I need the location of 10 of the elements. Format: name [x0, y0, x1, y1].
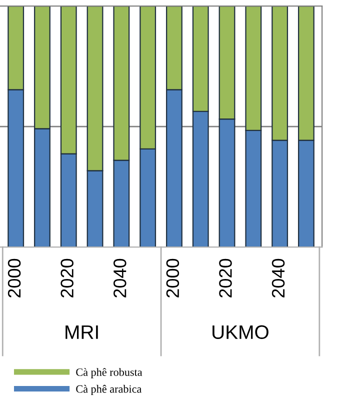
- x-tick-label: 2020: [60, 258, 74, 298]
- text: UKMO: [212, 325, 268, 340]
- x-tick-label: 2020: [219, 258, 232, 298]
- legend-label: Cà phê arabica: [76, 384, 142, 395]
- x-tick-label: 2000: [166, 258, 180, 298]
- legend-label: Cà phê robusta: [76, 368, 142, 378]
- x-tick-label: 2040: [272, 258, 285, 298]
- x-tick-label: 2000: [8, 258, 21, 298]
- text: MRI: [66, 325, 98, 339]
- x-tick-label: 2040: [113, 258, 126, 298]
